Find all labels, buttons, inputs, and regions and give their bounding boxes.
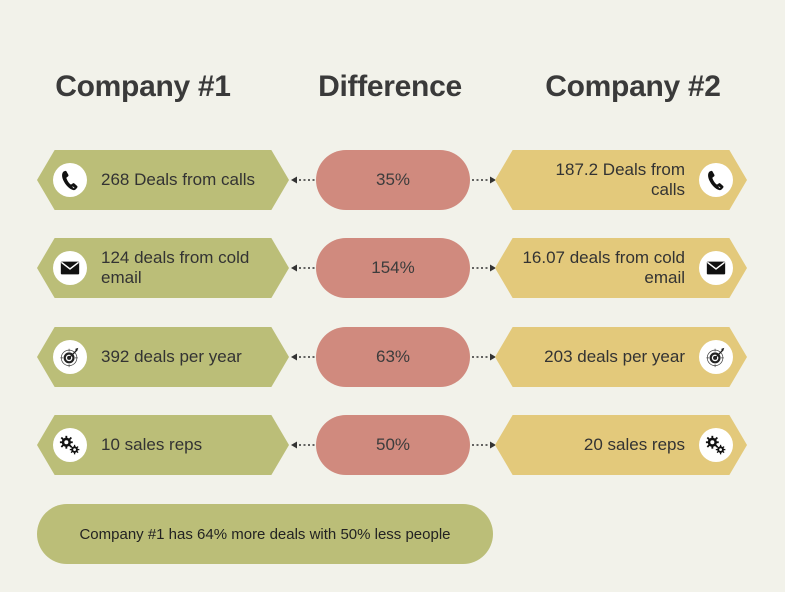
- company1-calls-text: 268 Deals from calls: [101, 170, 256, 189]
- envelope-icon: [699, 251, 733, 285]
- company2-heading: Company #2: [545, 70, 721, 103]
- difference-yearly-pill: 63%: [316, 327, 470, 387]
- difference-calls-pill: 35%: [316, 150, 470, 210]
- target-icon: [699, 340, 733, 374]
- company1-reps-card: 10 sales reps: [37, 415, 289, 475]
- company2-email-text: 16.07 deals from cold email: [522, 248, 685, 287]
- company2-calls-card: 187.2 Deals from calls: [495, 150, 747, 210]
- company1-calls-card: 268 Deals from calls: [37, 150, 289, 210]
- phone-icon: [699, 163, 733, 197]
- arrow-right-icon: [472, 264, 496, 272]
- arrow-right-icon: [472, 176, 496, 184]
- company2-reps-text: 20 sales reps: [583, 435, 685, 454]
- company2-yearly-card: 203 deals per year: [495, 327, 747, 387]
- company1-heading: Company #1: [55, 70, 231, 103]
- phone-icon: [53, 163, 87, 197]
- company1-email-card: 124 deals from cold email: [37, 238, 289, 298]
- target-icon: [53, 340, 87, 374]
- arrow-left-icon: [291, 176, 315, 184]
- arrow-left-icon: [291, 264, 315, 272]
- arrow-right-icon: [472, 441, 496, 449]
- comparison-row-sales-reps: 10 sales reps 50% 20 sales reps: [0, 415, 785, 475]
- gears-icon: [53, 428, 87, 462]
- company2-email-card: 16.07 deals from cold email: [495, 238, 747, 298]
- difference-email-pill: 154%: [316, 238, 470, 298]
- arrow-right-icon: [472, 353, 496, 361]
- company2-reps-card: 20 sales reps: [495, 415, 747, 475]
- company1-email-text: 124 deals from cold email: [101, 248, 250, 287]
- arrow-left-icon: [291, 441, 315, 449]
- envelope-icon: [53, 251, 87, 285]
- company1-yearly-card: 392 deals per year: [37, 327, 289, 387]
- arrow-left-icon: [291, 353, 315, 361]
- summary-banner: Company #1 has 64% more deals with 50% l…: [37, 504, 493, 564]
- company1-reps-text: 10 sales reps: [101, 435, 203, 454]
- gears-icon: [699, 428, 733, 462]
- comparison-row-yearly-deals: 392 deals per year 63% 203 deals per yea…: [0, 327, 785, 387]
- company2-calls-text: 187.2 Deals from calls: [555, 160, 685, 199]
- company1-yearly-text: 392 deals per year: [101, 347, 242, 366]
- difference-heading: Difference: [318, 70, 462, 103]
- comparison-row-calls: 268 Deals from calls 35% 187.2 Deals fro…: [0, 150, 785, 210]
- comparison-row-email: 124 deals from cold email 154% 16.07 dea…: [0, 238, 785, 298]
- difference-reps-pill: 50%: [316, 415, 470, 475]
- company2-yearly-text: 203 deals per year: [544, 347, 685, 366]
